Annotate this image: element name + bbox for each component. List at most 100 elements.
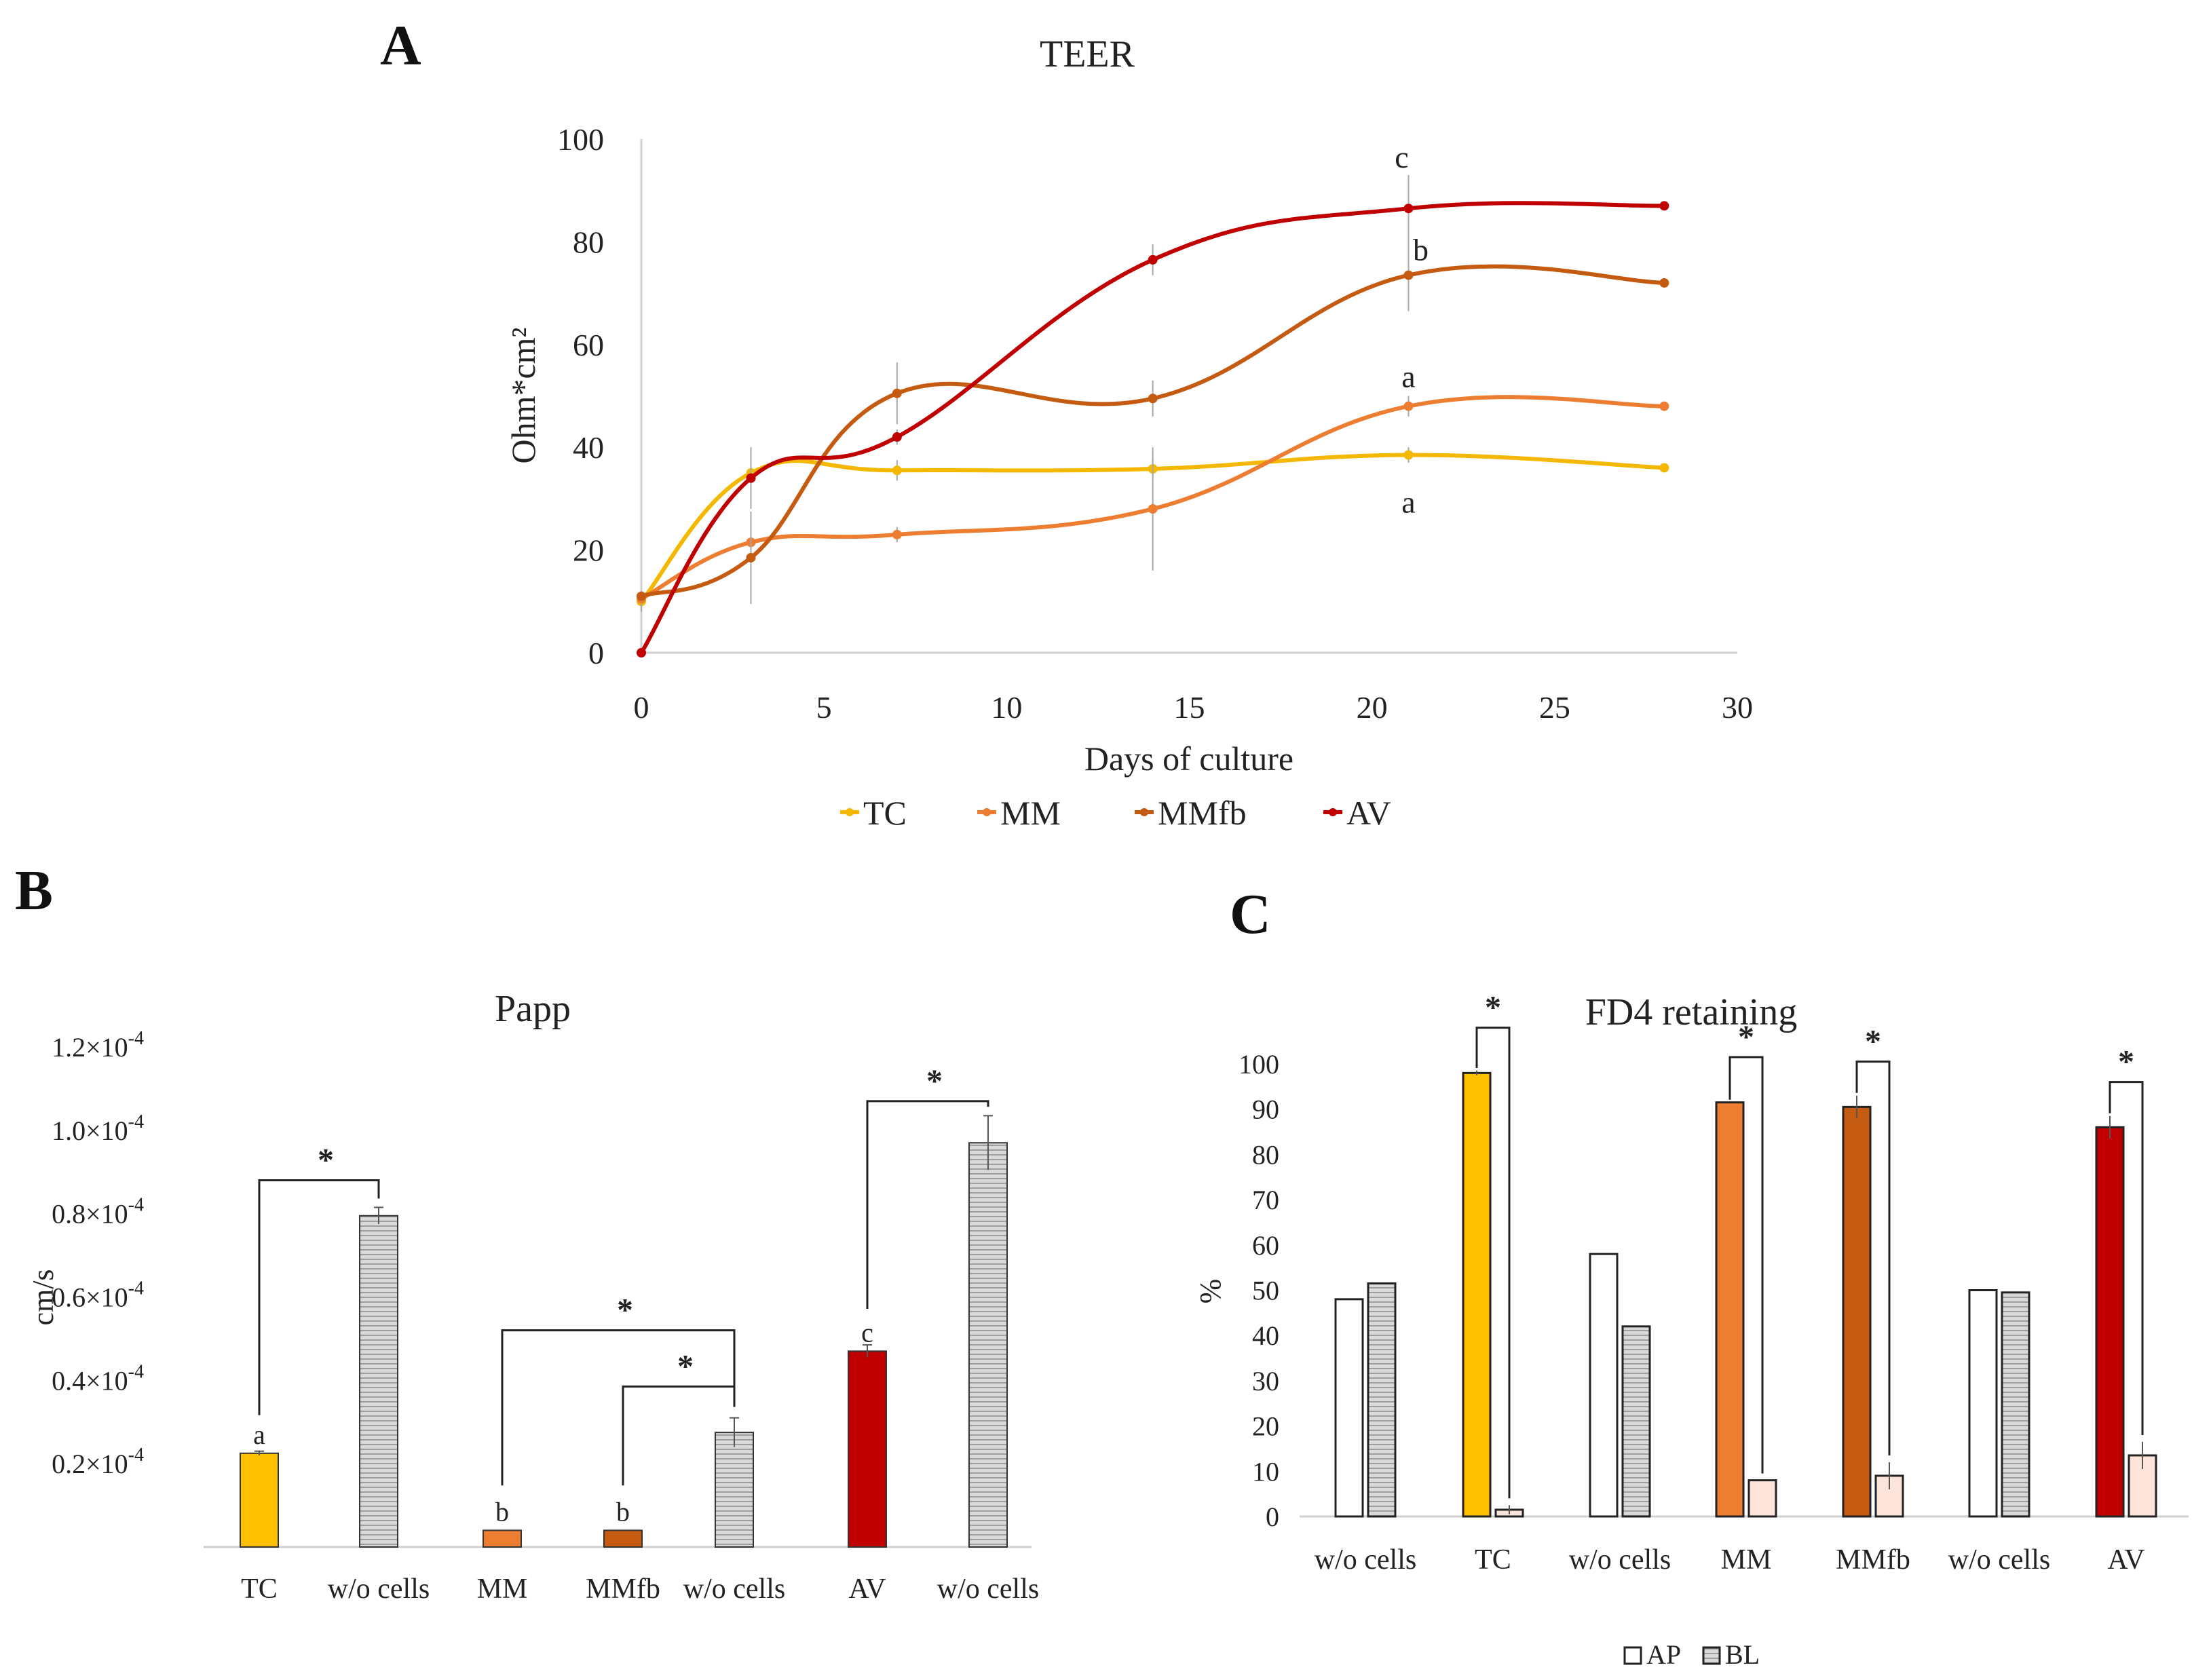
- data-point-mm: [1403, 401, 1414, 411]
- bar-ap: [2095, 1126, 2125, 1518]
- significance-bracket: [258, 1179, 380, 1415]
- bar-letter: b: [616, 1496, 630, 1527]
- significance-letter-tc: a: [1401, 485, 1415, 520]
- significance-bracket: [866, 1100, 989, 1310]
- bar-bl: [1621, 1325, 1651, 1518]
- y-tick-label: 60: [1252, 1230, 1279, 1261]
- significance-letter-mmfb: b: [1413, 233, 1429, 267]
- bar-mmfb: [603, 1529, 643, 1548]
- legend-marker-tc: [846, 808, 854, 816]
- x-tick-label: MM: [477, 1573, 528, 1605]
- data-point-mmfb: [1659, 278, 1669, 288]
- y-tick-label: 80: [1252, 1139, 1279, 1170]
- y-tick-label: 0: [588, 636, 604, 670]
- significance-star: *: [677, 1349, 694, 1385]
- panel-a-x-label: Days of culture: [1084, 740, 1293, 778]
- panel-c-bars: [1334, 1071, 2157, 1518]
- legend-label-bl: BL: [1725, 1639, 1760, 1670]
- panel-a-annotations: a a b c: [1395, 140, 1429, 519]
- x-tick-label: w/o cells: [937, 1573, 1039, 1605]
- panel-letter-b: B: [15, 859, 53, 922]
- legend-swatch-bl: [1702, 1646, 1721, 1665]
- bar-ap: [1334, 1298, 1364, 1518]
- x-tick-label: w/o cells: [1315, 1544, 1416, 1576]
- bar-letter: c: [861, 1317, 873, 1348]
- y-tick-label: 1.0×10-4: [52, 1111, 144, 1146]
- panel-a-x-ticks: 0 5 10 15 20 25 30: [634, 690, 1754, 725]
- legend-marker-mm: [983, 808, 991, 816]
- data-point-av: [1403, 204, 1414, 214]
- significance-star: *: [1865, 1024, 1881, 1060]
- y-tick-label: 0.6×10-4: [52, 1278, 144, 1313]
- panel-a-teer-chart: TEER 0 20 40 60 80 100 0 5 10 15 20 25 30 Ohm*cm² D…: [504, 33, 1753, 832]
- data-point-mmfb: [892, 388, 902, 398]
- y-tick-label: 80: [573, 225, 604, 259]
- y-tick-label: 0.2×10-4: [52, 1445, 144, 1479]
- panel-b-title: Papp: [495, 988, 571, 1030]
- significance-letter-av: c: [1395, 140, 1408, 174]
- bar-ap: [1462, 1071, 1492, 1518]
- bar-bl: [2001, 1291, 2030, 1518]
- panel-c-title: FD4 retaining: [1585, 991, 1798, 1033]
- x-tick-label: 25: [1539, 690, 1570, 725]
- legend-label-mm: MM: [1000, 794, 1061, 832]
- panel-a-y-ticks: 0 20 40 60 80 100: [557, 122, 604, 670]
- y-tick-label: 30: [1252, 1366, 1279, 1396]
- legend-label-mmfb: MMfb: [1158, 794, 1247, 832]
- panel-c-y-label: %: [1194, 1279, 1227, 1304]
- significance-bracket: [1475, 1027, 1511, 1499]
- bar-tc: [240, 1452, 279, 1548]
- panel-b-x-ticks: TC w/o cells MM MMfb w/o cells AV w/o cells: [241, 1573, 1039, 1605]
- x-tick-label: 20: [1357, 690, 1388, 725]
- y-tick-label: 90: [1252, 1094, 1279, 1125]
- y-tick-label: 40: [1252, 1320, 1279, 1351]
- y-tick-label: 20: [1252, 1411, 1279, 1442]
- bar-letter: a: [253, 1419, 265, 1450]
- bar-ap: [1842, 1105, 1872, 1518]
- panel-a-legend: TC MM MMfb AV: [840, 794, 1391, 832]
- data-point-av: [1148, 254, 1158, 265]
- panel-a-y-label: Ohm*cm²: [504, 327, 542, 463]
- y-tick-label: 100: [1239, 1049, 1279, 1080]
- x-tick-label: w/o cells: [1569, 1544, 1671, 1576]
- series-line-av: [639, 201, 1665, 654]
- y-tick-label: 0: [1266, 1502, 1279, 1532]
- data-point-av: [746, 473, 756, 483]
- bar-mm: [483, 1529, 522, 1548]
- data-point-mm: [1148, 504, 1158, 514]
- significance-bracket: [1728, 1056, 1764, 1474]
- panel-c-significance-brackets: * * * *: [1475, 990, 2144, 1499]
- data-point-av: [1659, 201, 1669, 211]
- x-tick-label: MMfb: [1836, 1544, 1910, 1576]
- bar-ap: [1589, 1253, 1619, 1518]
- x-tick-label: AV: [848, 1573, 886, 1605]
- x-tick-label: 15: [1174, 690, 1205, 725]
- data-point-tc: [1403, 450, 1414, 460]
- bar-ap: [1968, 1289, 1998, 1518]
- significance-bracket: [2109, 1081, 2144, 1435]
- bar-bl: [1367, 1282, 1397, 1518]
- x-tick-label: MM: [1721, 1544, 1772, 1576]
- y-tick-label: 0.8×10-4: [52, 1195, 144, 1229]
- legend-label-av: AV: [1346, 794, 1391, 832]
- x-tick-label: 0: [634, 690, 649, 725]
- panel-c-x-ticks: w/o cells TC w/o cells MM MMfb w/o cells AV: [1315, 1544, 2145, 1576]
- y-tick-label: 10: [1252, 1456, 1279, 1487]
- x-tick-label: w/o cells: [683, 1573, 785, 1605]
- y-tick-label: 0.4×10-4: [52, 1361, 144, 1396]
- bar-wocells: [968, 1142, 1008, 1548]
- panel-b-y-label: cm/s: [26, 1269, 60, 1325]
- legend-label-tc: TC: [863, 794, 907, 832]
- significance-bracket: [1855, 1061, 1891, 1455]
- panel-a-title: TEER: [1040, 33, 1135, 75]
- legend-label-ap: AP: [1646, 1639, 1681, 1670]
- x-tick-label: 5: [816, 690, 832, 725]
- bar-ap: [1715, 1101, 1745, 1518]
- x-tick-label: 30: [1722, 690, 1753, 725]
- data-point-tc: [892, 465, 902, 476]
- panel-b-bars: a b b c: [240, 1115, 1008, 1548]
- significance-star: *: [318, 1143, 334, 1179]
- panel-letter-a: A: [380, 14, 421, 77]
- bar-letter: b: [495, 1496, 509, 1527]
